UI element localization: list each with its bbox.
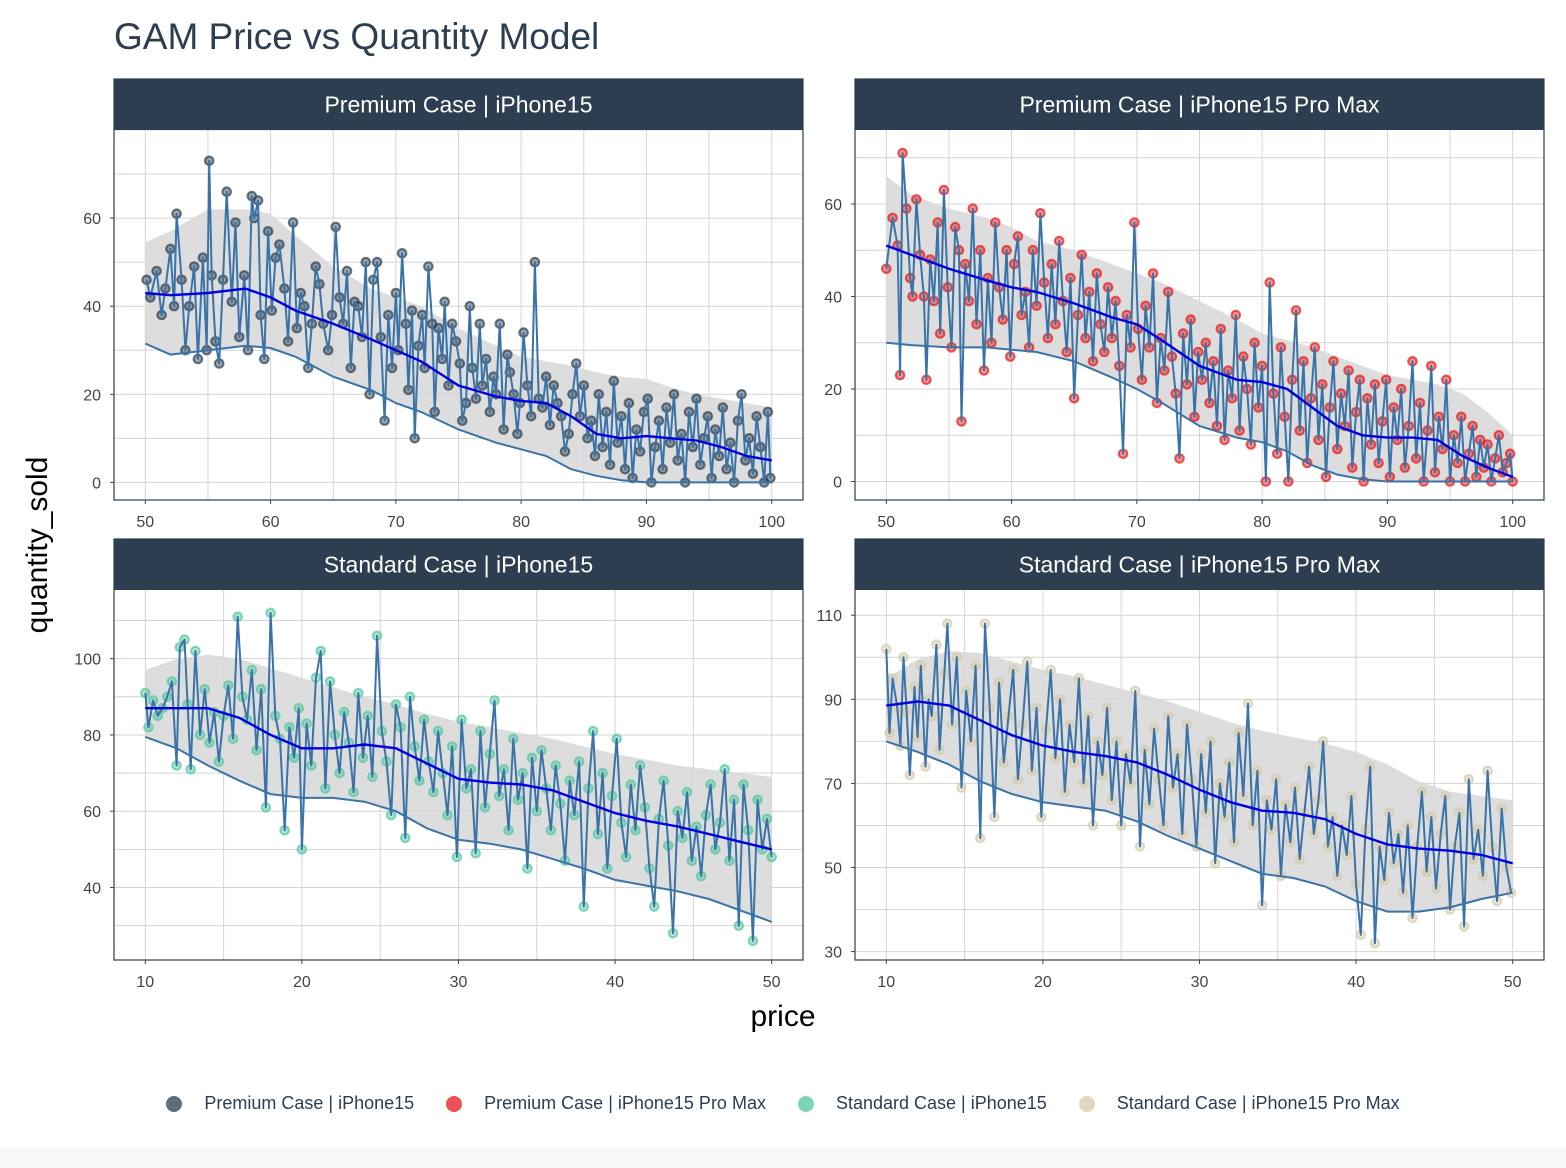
facet-panel-2: Premium Case | iPhone15 Pro Max 50 60 70 80 9…: [824, 78, 1545, 531]
observed-line: [885, 152, 1514, 483]
facet-panel-3: Standard Case | iPhone15 10 20 30 40 50 40 60 80…: [74, 538, 804, 991]
gam-fit-line: [885, 244, 1514, 479]
x-tick-label: 90: [1379, 514, 1397, 531]
facet-strip: [855, 79, 1544, 130]
x-axis-title: price: [750, 1000, 816, 1033]
y-tick-label: 60: [83, 804, 101, 821]
legend-label: Premium Case | iPhone15: [204, 1093, 415, 1113]
x-tick-label: 10: [877, 974, 895, 991]
gam-fit-line: [886, 700, 1514, 865]
x-tick-label: 20: [1034, 974, 1052, 991]
x-axis-ticks: 10 20 30 40 50: [136, 960, 781, 991]
legend-swatch: [1078, 1095, 1095, 1112]
y-tick-label: 110: [816, 608, 842, 625]
y-tick-label: 60: [824, 197, 842, 214]
x-tick-label: 80: [512, 514, 530, 531]
x-tick-label: 40: [606, 974, 624, 991]
x-axis-ticks: 10 20 30 40 50: [877, 960, 1522, 991]
legend-item: Standard Case | iPhone15: [797, 1093, 1047, 1114]
y-tick-label: 20: [824, 382, 842, 399]
lower-bound-line: [886, 341, 1513, 483]
legend-swatch: [797, 1095, 814, 1112]
facet-panel-4: Standard Case | iPhone15 Pro Max 10 20 30 40…: [816, 538, 1545, 991]
x-tick-label: 50: [877, 514, 895, 531]
x-tick-label: 80: [1253, 514, 1271, 531]
y-tick-label: 40: [83, 881, 101, 898]
y-tick-label: 60: [83, 211, 101, 228]
facet-strip: [114, 79, 803, 130]
legend-label: Standard Case | iPhone15: [835, 1093, 1047, 1113]
x-tick-label: 100: [758, 514, 785, 531]
lower-bound-line: [885, 740, 1513, 913]
legend-swatch: [446, 1095, 463, 1112]
y-tick-label: 30: [824, 945, 842, 962]
y-tick-label: 40: [83, 299, 101, 316]
legend-item: Standard Case | iPhone15 Pro Max: [1078, 1093, 1400, 1114]
x-tick-label: 60: [262, 514, 280, 531]
legend-item: Premium Case | iPhone15: [166, 1093, 414, 1114]
chart-title: GAM Price vs Quantity Model: [114, 16, 600, 57]
x-tick-label: 70: [1128, 514, 1146, 531]
legend-label: Premium Case | iPhone15 Pro Max: [484, 1093, 766, 1113]
facet-strip-label: Standard Case | iPhone15: [324, 552, 593, 578]
bottom-bar: [0, 1148, 1566, 1168]
x-tick-label: 90: [638, 514, 656, 531]
x-tick-label: 20: [293, 974, 311, 991]
x-tick-label: 70: [387, 514, 405, 531]
x-axis-ticks: 50 60 70 80 90 100: [136, 500, 785, 531]
y-axis-ticks: 0 20 40 60: [824, 197, 855, 492]
y-tick-label: 0: [833, 475, 842, 492]
y-tick-label: 100: [74, 652, 101, 669]
legend-swatch: [166, 1095, 183, 1112]
x-tick-label: 60: [1003, 514, 1021, 531]
facet-strip-label: Premium Case | iPhone15: [324, 92, 592, 118]
x-axis-ticks: 50 60 70 80 90 100: [877, 500, 1526, 531]
y-tick-label: 90: [824, 692, 842, 709]
y-axis-ticks: 30 50 70 90 110: [816, 608, 855, 962]
y-axis-title: quantity_sold: [21, 456, 54, 634]
x-tick-label: 50: [1504, 974, 1522, 991]
observed-line: [885, 622, 1513, 945]
lower-bound-line: [144, 735, 773, 923]
lower-bound-line: [144, 342, 772, 484]
facet-strip-label: Standard Case | iPhone15 Pro Max: [1019, 552, 1381, 578]
y-tick-label: 0: [92, 475, 101, 492]
y-axis-ticks: 40 60 80 100: [74, 652, 114, 898]
gam-fit-line: [145, 707, 772, 851]
y-tick-label: 50: [824, 861, 842, 878]
x-tick-label: 10: [136, 974, 154, 991]
x-tick-label: 30: [1191, 974, 1209, 991]
x-tick-label: 30: [450, 974, 468, 991]
y-tick-label: 80: [83, 728, 101, 745]
y-axis-ticks: 0 20 40 60: [83, 211, 114, 492]
y-tick-label: 40: [824, 290, 842, 307]
facet-strip: [114, 539, 803, 590]
legend-item: Premium Case | iPhone15 Pro Max: [446, 1093, 766, 1114]
legend-label: Standard Case | iPhone15 Pro Max: [1116, 1093, 1400, 1113]
x-tick-label: 100: [1499, 514, 1526, 531]
facet-strip-label: Premium Case | iPhone15 Pro Max: [1019, 92, 1380, 118]
y-tick-label: 70: [824, 776, 842, 793]
gam-fit-line: [145, 287, 772, 462]
x-tick-label: 50: [763, 974, 781, 991]
facet-strip: [855, 539, 1544, 590]
facet-panel-1: Premium Case | iPhone15 50 60 70 80 90 100 0 20 4…: [83, 78, 804, 531]
x-tick-label: 40: [1347, 974, 1365, 991]
observed-line: [144, 611, 773, 942]
y-tick-label: 20: [83, 387, 101, 404]
x-tick-label: 50: [136, 514, 154, 531]
observed-line: [145, 159, 772, 484]
legend: Premium Case | iPhone15 Premium Case | iP…: [0, 1093, 1566, 1114]
